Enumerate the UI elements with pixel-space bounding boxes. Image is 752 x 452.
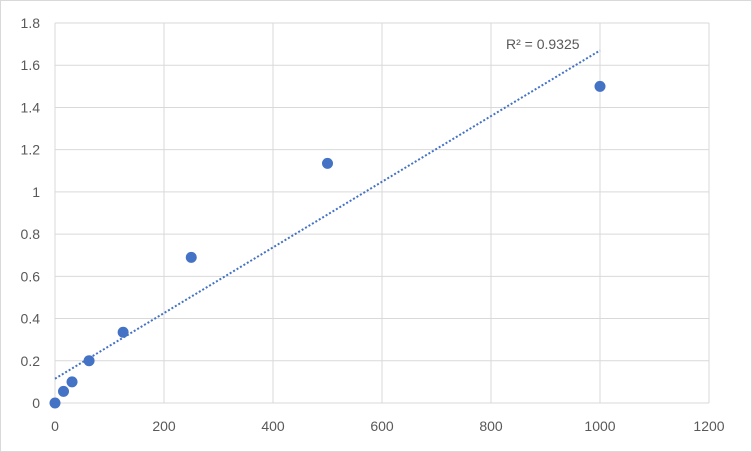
y-tick-label: 1.4	[21, 99, 41, 115]
y-tick-label: 1.8	[21, 15, 41, 31]
x-tick-label: 400	[261, 418, 285, 434]
y-tick-label: 0.8	[21, 226, 41, 242]
data-points	[49, 80, 606, 409]
y-tick-label: 0.4	[21, 311, 41, 327]
r-squared-label: R² = 0.9325	[506, 36, 580, 52]
x-tick-label: 800	[479, 418, 503, 434]
y-tick-label: 0.2	[21, 353, 41, 369]
y-tick-labels: 0 0.2 0.4 0.6 0.8 1 1.2 1.4 1.6 1.8	[21, 15, 41, 411]
annotations: R² = 0.9325	[506, 36, 580, 52]
x-tick-labels: 0 200 400 600 800 1000 1200	[51, 418, 725, 434]
data-point	[594, 80, 606, 92]
x-tick-label: 0	[51, 418, 59, 434]
grid-lines	[54, 22, 710, 404]
x-tick-label: 1000	[584, 418, 615, 434]
data-point	[117, 326, 129, 338]
x-tick-label: 1200	[693, 418, 724, 434]
data-point	[185, 251, 197, 263]
trendline	[54, 49, 601, 380]
y-tick-label: 0.6	[21, 268, 41, 284]
trendline-group	[54, 49, 601, 380]
y-tick-label: 1	[32, 184, 40, 200]
data-point	[58, 385, 70, 397]
data-point	[66, 376, 78, 388]
data-point	[322, 157, 333, 169]
data-point	[49, 397, 61, 409]
y-tick-label: 1.2	[21, 142, 41, 158]
y-tick-label: 1.6	[21, 57, 41, 73]
x-tick-label: 600	[370, 418, 394, 434]
data-point	[83, 355, 95, 367]
x-tick-label: 200	[152, 418, 176, 434]
y-tick-label: 0	[32, 395, 40, 411]
